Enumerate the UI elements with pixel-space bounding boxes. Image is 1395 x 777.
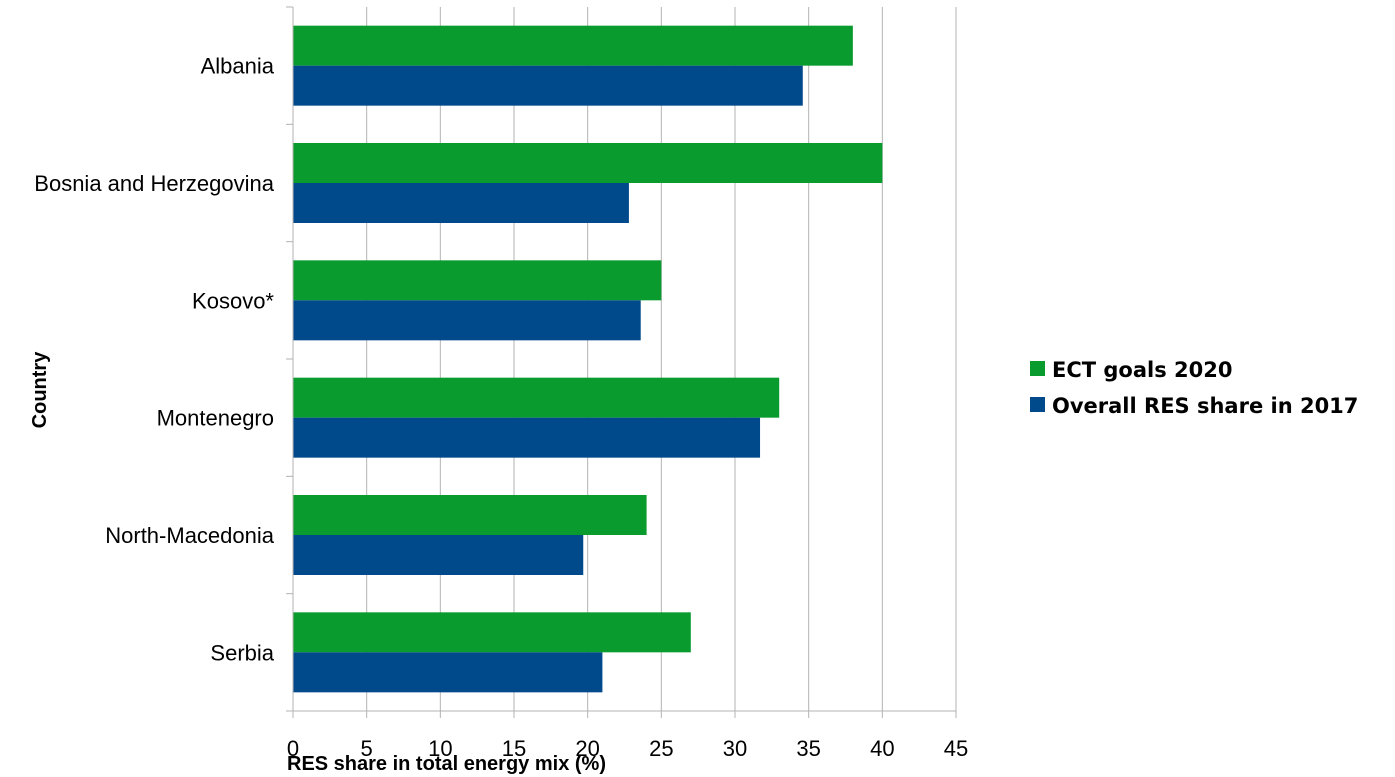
x-tick-label: 0 bbox=[287, 736, 299, 761]
category-labels: Albania Bosnia and Herzegovina Kosovo* Mont… bbox=[34, 54, 274, 666]
bar-res-share bbox=[293, 65, 803, 106]
bar-res-share bbox=[293, 183, 629, 223]
bar-ect-goal bbox=[293, 612, 691, 653]
legend-swatch-res-share bbox=[1030, 397, 1045, 412]
bar-res-share bbox=[293, 535, 584, 575]
category-label: Montenegro bbox=[157, 406, 274, 431]
bar-ect-goal bbox=[293, 260, 662, 301]
x-tick-label: 10 bbox=[428, 736, 452, 761]
x-tick-label: 20 bbox=[575, 736, 599, 761]
legend: ECT goals 2020 Overall RES share in 2017 bbox=[1030, 358, 1358, 418]
x-tick-label: 5 bbox=[361, 736, 373, 761]
axes bbox=[286, 6, 957, 718]
x-tick-label: 45 bbox=[944, 736, 968, 761]
bar-ect-goal bbox=[293, 143, 883, 183]
category-label: Bosnia and Herzegovina bbox=[34, 171, 274, 196]
x-tick-label: 35 bbox=[796, 736, 820, 761]
bar-ect-goal bbox=[293, 25, 853, 66]
gridlines bbox=[366, 7, 957, 711]
y-axis-title: Country bbox=[29, 351, 51, 429]
x-tick-labels: 0 5 10 15 20 25 30 35 40 45 bbox=[287, 736, 968, 761]
legend-swatch-ect-goals bbox=[1030, 361, 1045, 376]
category-label: North-Macedonia bbox=[105, 523, 275, 548]
category-label: Kosovo* bbox=[192, 288, 274, 313]
legend-label-ect-goals: ECT goals 2020 bbox=[1052, 358, 1232, 382]
bars bbox=[293, 25, 883, 693]
bar-ect-goal bbox=[293, 377, 780, 418]
x-tick-label: 25 bbox=[649, 736, 673, 761]
bar-res-share bbox=[293, 300, 641, 341]
x-tick-label: 30 bbox=[723, 736, 747, 761]
category-label: Serbia bbox=[210, 640, 274, 665]
bar-res-share bbox=[293, 652, 603, 693]
bar-res-share bbox=[293, 417, 761, 458]
x-tick-label: 40 bbox=[870, 736, 894, 761]
x-axis-title: RES share in total energy mix (%) bbox=[287, 753, 606, 775]
legend-label-res-share: Overall RES share in 2017 bbox=[1052, 394, 1358, 418]
category-label: Albania bbox=[201, 54, 275, 79]
bar-ect-goal bbox=[293, 495, 647, 535]
x-tick-label: 15 bbox=[502, 736, 526, 761]
